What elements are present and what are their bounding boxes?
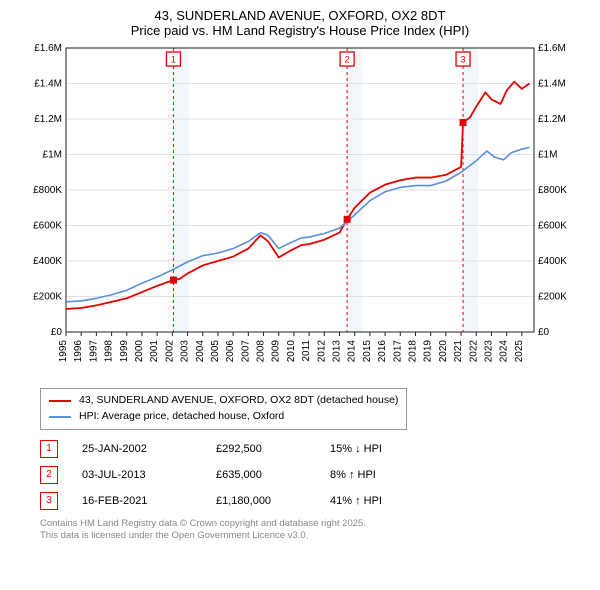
legend-row: HPI: Average price, detached house, Oxfo…: [49, 409, 398, 425]
svg-text:£800K: £800K: [538, 185, 567, 196]
attribution-line2: This data is licensed under the Open Gov…: [40, 530, 560, 542]
legend-label: 43, SUNDERLAND AVENUE, OXFORD, OX2 8DT (…: [79, 393, 398, 409]
title-line2: Price paid vs. HM Land Registry's House …: [10, 23, 590, 38]
svg-text:2006: 2006: [225, 340, 236, 363]
svg-text:2018: 2018: [407, 340, 418, 363]
svg-text:1998: 1998: [104, 340, 115, 363]
svg-text:2020: 2020: [438, 340, 449, 363]
svg-text:2000: 2000: [134, 340, 145, 363]
title-line1: 43, SUNDERLAND AVENUE, OXFORD, OX2 8DT: [10, 8, 590, 23]
event-row: 3 16-FEB-2021 £1,180,000 41% ↑ HPI: [40, 492, 560, 510]
legend-swatch: [49, 400, 71, 402]
attribution: Contains HM Land Registry data © Crown c…: [40, 518, 560, 543]
svg-text:2013: 2013: [332, 340, 343, 363]
svg-text:2011: 2011: [301, 340, 312, 362]
svg-text:£1M: £1M: [43, 150, 62, 161]
event-marker: 3: [40, 492, 58, 510]
event-date: 25-JAN-2002: [82, 443, 192, 455]
svg-text:£600K: £600K: [33, 221, 62, 232]
svg-text:2004: 2004: [195, 340, 206, 363]
event-price: £635,000: [216, 469, 306, 481]
events-table: 1 25-JAN-2002 £292,500 15% ↓ HPI 2 03-JUL-201…: [40, 440, 560, 510]
event-marker: 2: [40, 466, 58, 484]
chart: £0 £0 £200K £200K £400K £400K £600K £600K £800K £…: [20, 42, 580, 382]
svg-text:£0: £0: [51, 327, 63, 338]
svg-text:1999: 1999: [119, 340, 130, 363]
svg-text:£1M: £1M: [538, 150, 557, 161]
svg-text:2017: 2017: [392, 340, 403, 363]
svg-text:£1.4M: £1.4M: [34, 79, 62, 90]
svg-text:1996: 1996: [73, 340, 84, 363]
svg-text:2015: 2015: [362, 340, 373, 363]
svg-text:£200K: £200K: [33, 292, 62, 303]
svg-text:2001: 2001: [149, 340, 160, 363]
legend-swatch: [49, 416, 71, 418]
svg-text:2022: 2022: [468, 340, 479, 363]
svg-text:£1.4M: £1.4M: [538, 79, 566, 90]
svg-text:2008: 2008: [256, 340, 267, 363]
attribution-line1: Contains HM Land Registry data © Crown c…: [40, 518, 560, 530]
svg-text:£400K: £400K: [538, 256, 567, 267]
svg-text:2016: 2016: [377, 340, 388, 363]
svg-text:2003: 2003: [180, 340, 191, 363]
svg-text:2021: 2021: [453, 340, 464, 363]
svg-text:1997: 1997: [88, 340, 99, 363]
event-row: 1 25-JAN-2002 £292,500 15% ↓ HPI: [40, 440, 560, 458]
svg-text:2012: 2012: [316, 340, 327, 363]
event-delta: 15% ↓ HPI: [330, 443, 430, 455]
event-date: 03-JUL-2013: [82, 469, 192, 481]
svg-text:2025: 2025: [514, 340, 525, 363]
event-date: 16-FEB-2021: [82, 495, 192, 507]
svg-text:2019: 2019: [423, 340, 434, 363]
svg-text:3: 3: [461, 55, 466, 65]
svg-text:£400K: £400K: [33, 256, 62, 267]
svg-text:2024: 2024: [499, 340, 510, 363]
legend: 43, SUNDERLAND AVENUE, OXFORD, OX2 8DT (…: [40, 388, 407, 430]
event-price: £1,180,000: [216, 495, 306, 507]
svg-text:2009: 2009: [271, 340, 282, 363]
svg-text:1: 1: [171, 55, 176, 65]
event-delta: 8% ↑ HPI: [330, 469, 430, 481]
chart-svg: £0 £0 £200K £200K £400K £400K £600K £600K £800K £…: [20, 42, 580, 382]
svg-text:£0: £0: [538, 327, 550, 338]
title-block: 43, SUNDERLAND AVENUE, OXFORD, OX2 8DT P…: [0, 0, 600, 42]
svg-text:£1.2M: £1.2M: [538, 114, 566, 125]
root: 43, SUNDERLAND AVENUE, OXFORD, OX2 8DT P…: [0, 0, 600, 590]
legend-row: 43, SUNDERLAND AVENUE, OXFORD, OX2 8DT (…: [49, 393, 398, 409]
svg-text:2023: 2023: [483, 340, 494, 363]
svg-text:£200K: £200K: [538, 292, 567, 303]
svg-text:£1.6M: £1.6M: [538, 43, 566, 54]
svg-text:£1.2M: £1.2M: [34, 114, 62, 125]
svg-text:2002: 2002: [164, 340, 175, 363]
event-row: 2 03-JUL-2013 £635,000 8% ↑ HPI: [40, 466, 560, 484]
event-price: £292,500: [216, 443, 306, 455]
svg-text:1995: 1995: [58, 340, 69, 363]
svg-text:2007: 2007: [240, 340, 251, 363]
event-delta: 41% ↑ HPI: [330, 495, 430, 507]
legend-label: HPI: Average price, detached house, Oxfo…: [79, 409, 284, 425]
svg-text:2: 2: [345, 55, 350, 65]
svg-text:£800K: £800K: [33, 185, 62, 196]
svg-text:£600K: £600K: [538, 221, 567, 232]
svg-text:2005: 2005: [210, 340, 221, 363]
svg-text:£1.6M: £1.6M: [34, 43, 62, 54]
svg-text:2014: 2014: [347, 340, 358, 363]
svg-text:2010: 2010: [286, 340, 297, 363]
event-marker: 1: [40, 440, 58, 458]
